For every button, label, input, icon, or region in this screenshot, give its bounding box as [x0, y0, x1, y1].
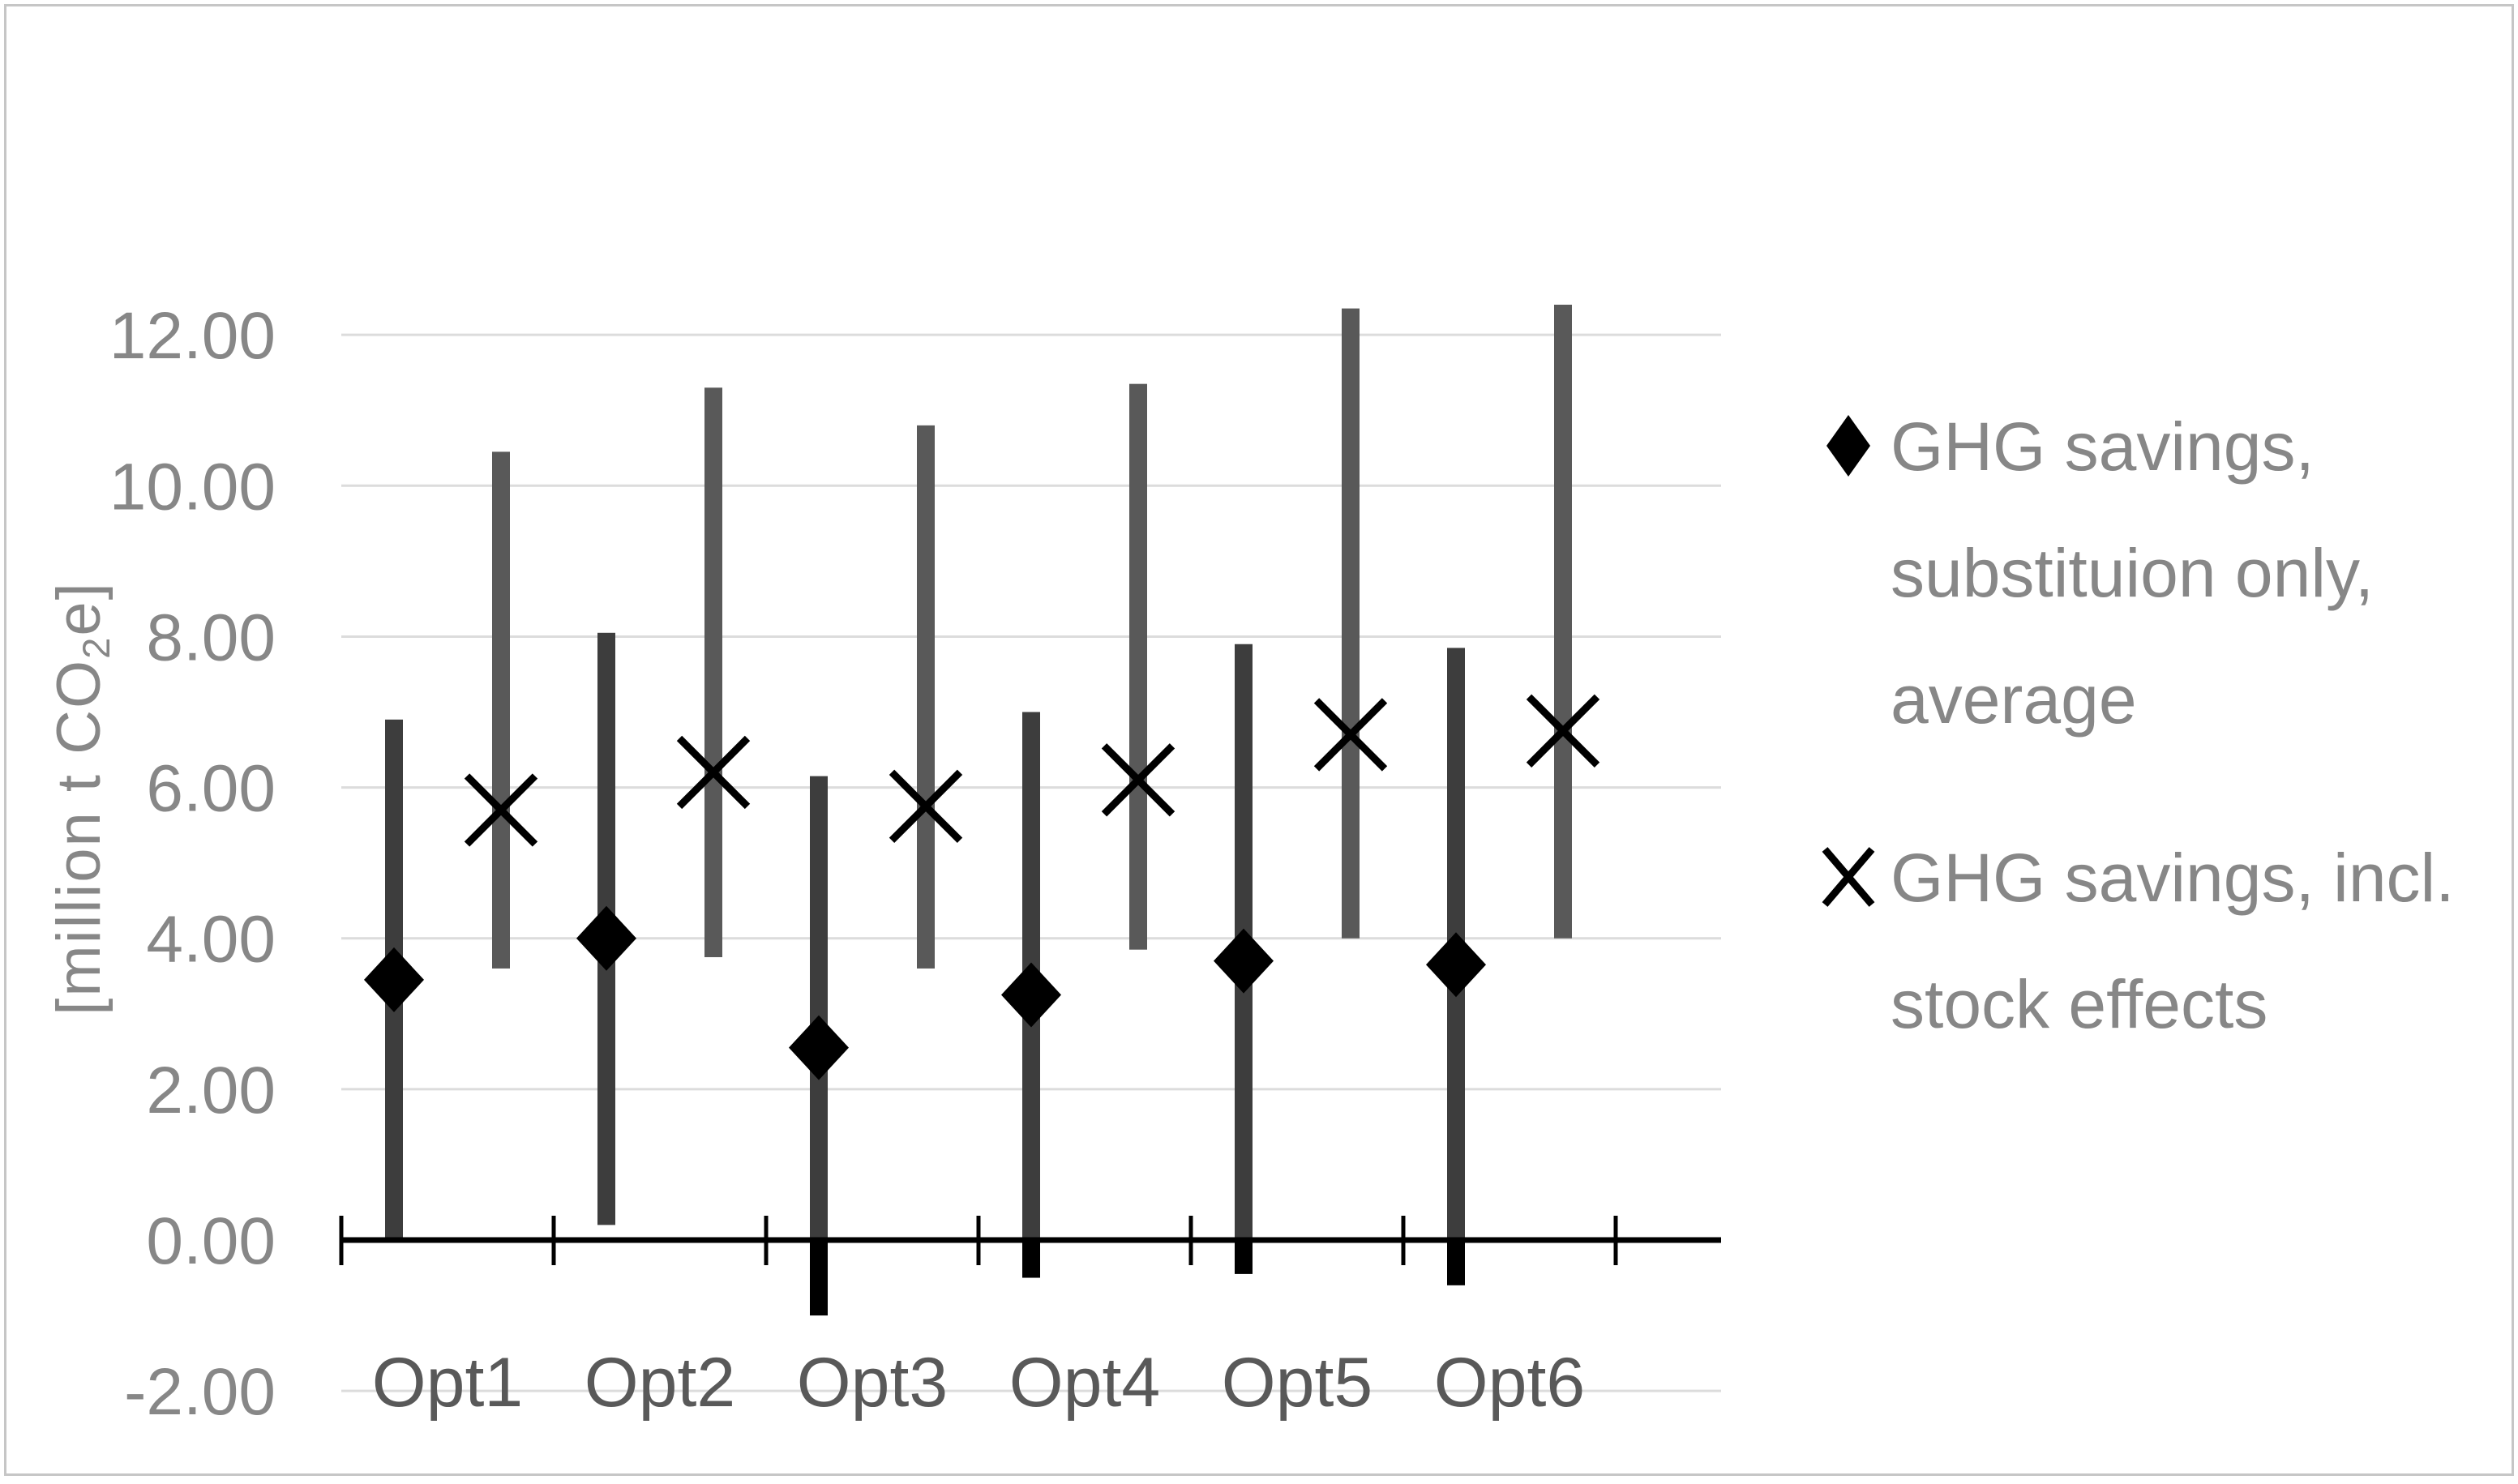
x-tick-label-Opt1: Opt1 [372, 1344, 523, 1422]
error-bar-series2-Opt2 [704, 387, 722, 957]
legend-item-substitution-only: GHG savings, substituion only, average [1816, 383, 2474, 763]
error-bar-series2-Opt5 [1342, 308, 1360, 939]
error-bar-series2-Opt4 [1129, 383, 1147, 950]
error-bar-series2-Opt6 [1554, 304, 1572, 939]
diamond-marker-Opt1 [364, 947, 424, 1012]
legend: GHG savings, substituion only, average G… [1816, 0, 2497, 1480]
x-tick-label-Opt5: Opt5 [1222, 1344, 1372, 1422]
y-tick-label-2.00: 2.00 [146, 1054, 276, 1127]
diamond-icon [1826, 415, 1870, 477]
x-marker-Opt2 [676, 735, 751, 810]
legend-label: GHG savings, incl. stock effects [1891, 840, 2455, 1042]
diamond-marker-Opt6 [1426, 932, 1486, 998]
x-tick-label-Opt6: Opt6 [1434, 1344, 1585, 1422]
x-icon [1822, 847, 1875, 907]
y-tick-label-8.00: 8.00 [146, 601, 276, 674]
x-marker-Opt3 [889, 769, 963, 844]
error-bar-series1-Opt3 [810, 776, 828, 1240]
y-axis-title-subscript: 2 [74, 635, 118, 659]
x-marker-Opt4 [1101, 743, 1175, 817]
x-marker-Opt5 [1313, 698, 1388, 772]
diamond-marker-Opt2 [576, 905, 636, 971]
y-tick-label-12.00: 12.00 [109, 299, 276, 373]
x-tick-label-Opt3: Opt3 [797, 1344, 948, 1422]
x-tick-label-Opt4: Opt4 [1009, 1344, 1160, 1422]
error-bar-series1-negative-Opt4 [1022, 1240, 1040, 1278]
x-marker-Opt1 [464, 773, 538, 847]
error-bar-series1-negative-Opt3 [810, 1240, 828, 1316]
y-axis-title-text-end: e] [45, 581, 114, 636]
y-tick-label-4.00: 4.00 [146, 903, 276, 977]
legend-item-stock-effects: GHG savings, incl. stock effects [1816, 815, 2474, 1067]
legend-label: GHG savings, substituion only, average [1891, 408, 2375, 738]
y-tick-label-6.00: 6.00 [146, 752, 276, 826]
chart-border [4, 4, 2514, 1476]
y-axis-title-text: [million t CO [45, 658, 114, 1016]
error-bar-series2-Opt1 [492, 451, 510, 969]
diamond-marker-Opt5 [1214, 928, 1274, 994]
y-tick-label-10.00: 10.00 [109, 450, 276, 524]
x-marker-Opt6 [1526, 694, 1600, 768]
diamond-marker-Opt3 [789, 1015, 849, 1080]
y-tick-label--2.00: -2.00 [124, 1355, 276, 1429]
y-tick-label-0.00: 0.00 [146, 1204, 276, 1278]
x-tick-label-Opt2: Opt2 [585, 1344, 735, 1422]
error-bar-series2-Opt3 [917, 425, 935, 969]
error-bar-series1-negative-Opt5 [1235, 1240, 1253, 1274]
diamond-marker-Opt4 [1001, 962, 1061, 1028]
y-axis-title: [million t CO2e] [44, 581, 118, 1015]
error-bar-series1-negative-Opt6 [1447, 1240, 1465, 1285]
